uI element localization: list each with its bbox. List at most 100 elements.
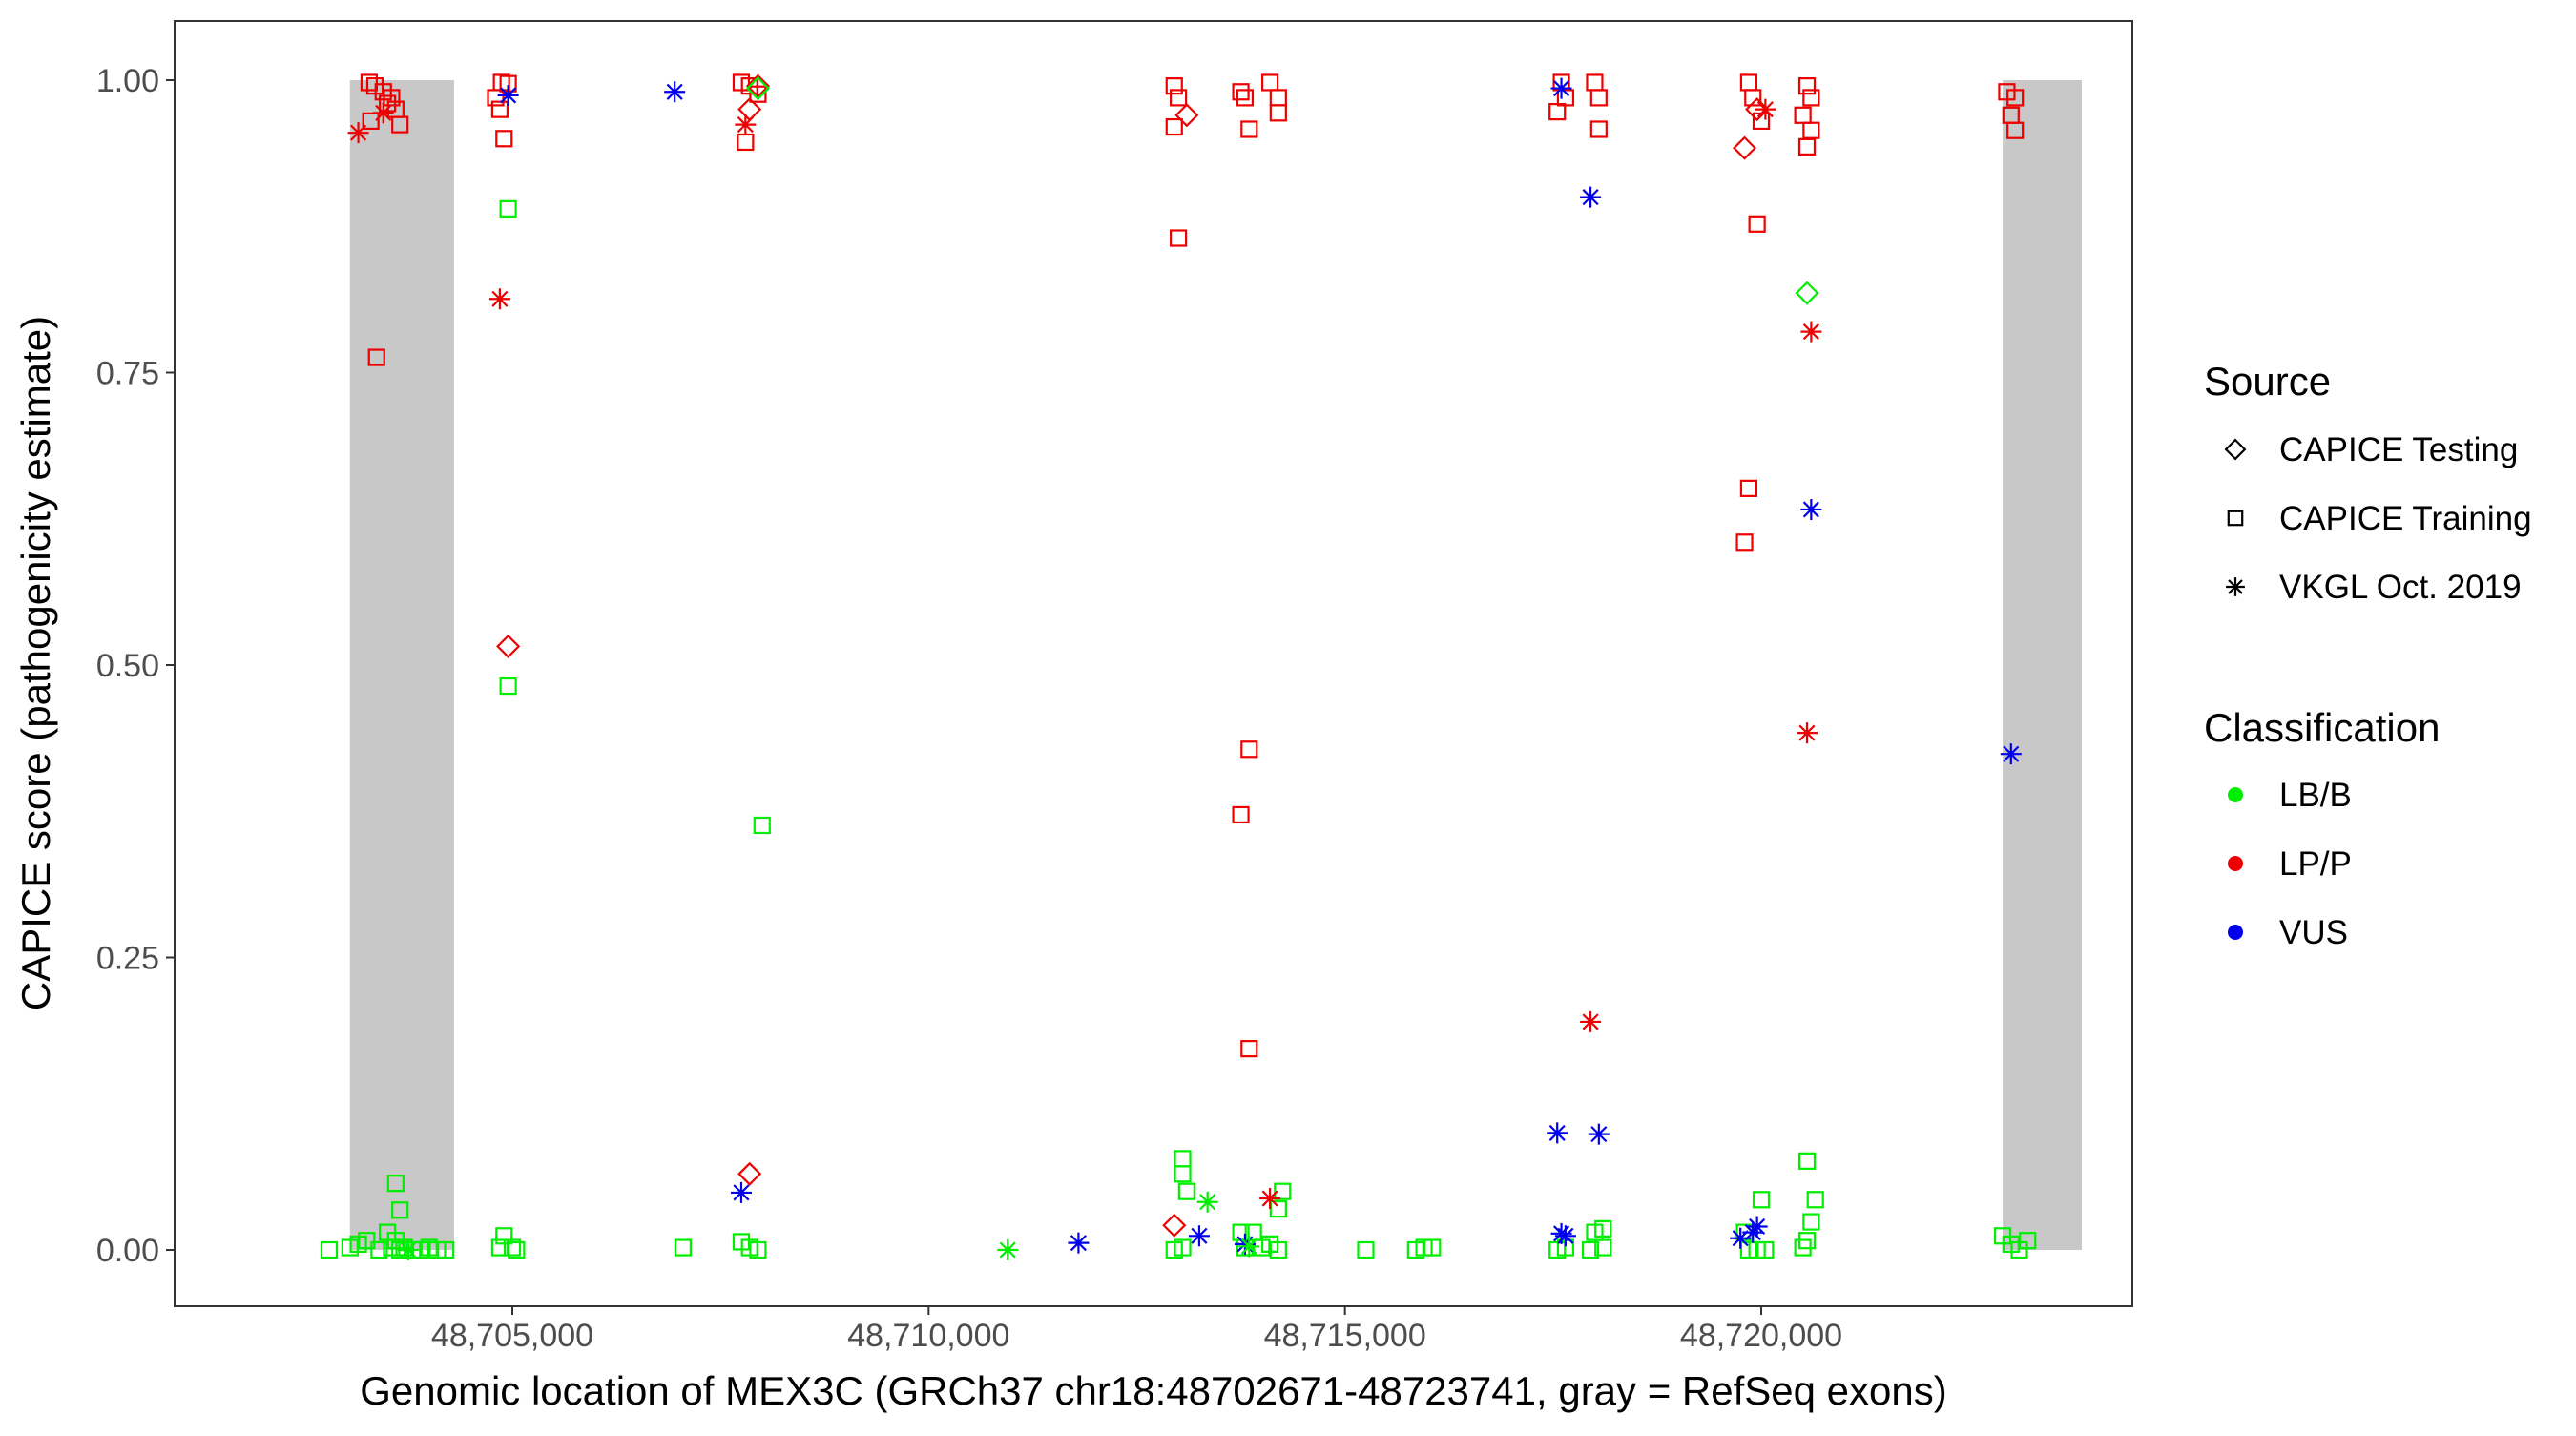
point-capice-training-lb-b: [358, 1232, 376, 1250]
point-capice-training-lp-p: [1748, 215, 1766, 233]
point-vkgl-oct-2019-lp-p: [735, 114, 757, 135]
point-capice-testing-lp-p: [1162, 1213, 1187, 1238]
point-capice-training-lp-p: [1744, 89, 1762, 107]
point-capice-training-lb-b: [320, 1240, 339, 1259]
point-capice-training-lb-b: [2019, 1232, 2037, 1250]
point-capice-training-lp-p: [1548, 103, 1567, 121]
point-capice-training-lb-b: [1752, 1191, 1771, 1209]
point-capice-training-lp-p: [1589, 120, 1608, 138]
point-capice-training-lb-b: [437, 1240, 455, 1259]
point-capice-training-lp-p: [379, 94, 397, 113]
point-capice-training-lp-p: [383, 89, 401, 107]
exon-band-1: [349, 80, 454, 1250]
legend-key-dot: [2228, 787, 2243, 802]
point-capice-testing-lp-p: [1732, 135, 1757, 160]
point-capice-training-lb-b: [674, 1238, 692, 1257]
x-tick-label: 48,705,000: [431, 1318, 593, 1354]
point-capice-training-lb-b: [1594, 1238, 1612, 1257]
point-vkgl-oct-2019-vus: [2000, 743, 2022, 765]
point-vkgl-oct-2019-lp-p: [1797, 722, 1818, 744]
legend-source-title: Source: [2204, 359, 2331, 404]
y-tick-label: 0.00: [96, 1233, 159, 1269]
point-capice-training-lb-b: [1174, 1238, 1192, 1257]
point-capice-training-lp-p: [1170, 229, 1188, 247]
legend-key-square: [2227, 510, 2244, 527]
point-capice-training-lp-p: [1797, 137, 1817, 156]
exon-layer: [349, 80, 2082, 1250]
point-capice-training-lp-p: [1589, 89, 1608, 107]
legend-classification-label: LB/B: [2279, 777, 2352, 814]
point-capice-training-lb-b: [1582, 1240, 1600, 1259]
legend-key-dot: [2228, 925, 2243, 940]
point-vkgl-oct-2019-vus: [497, 84, 519, 106]
point-capice-training-lb-b: [1806, 1191, 1824, 1209]
legend-source-label: VKGL Oct. 2019: [2279, 569, 2522, 606]
point-vkgl-oct-2019-lp-p: [1580, 1010, 1602, 1032]
legend-key-asterisk: [2226, 577, 2245, 596]
legend-source-label: CAPICE Training: [2279, 500, 2532, 537]
point-capice-training-lb-b: [749, 1240, 767, 1259]
point-vkgl-oct-2019-vus: [664, 81, 686, 103]
point-capice-training-lb-b: [1357, 1240, 1375, 1259]
point-capice-testing-lp-p: [745, 73, 770, 98]
legend-source-label: CAPICE Testing: [2279, 431, 2518, 468]
legend-source-items: CAPICE Testing CAPICE Training VKGL Oct. 2…: [2224, 431, 2532, 606]
point-capice-training-lb-b: [490, 1238, 509, 1257]
y-axis: 0.00 0.25 0.50 0.75 1.00: [96, 63, 175, 1269]
point-vkgl-oct-2019-vus: [1554, 1225, 1576, 1247]
x-axis: 48,705,000 48,710,000 48,715,000 48,720,000: [431, 1306, 1842, 1354]
point-capice-training-lb-b: [1594, 1219, 1612, 1238]
x-tick-label: 48,720,000: [1680, 1318, 1842, 1354]
point-capice-training-lp-p: [1170, 89, 1188, 107]
point-capice-training-lb-b: [1797, 1232, 1817, 1250]
point-vkgl-oct-2019-lb-b: [997, 1239, 1019, 1260]
point-capice-testing-lp-p: [1174, 103, 1199, 128]
point-capice-training-lp-p: [367, 348, 385, 366]
point-capice-training-lb-b: [503, 1238, 522, 1257]
point-capice-training-lb-b: [1269, 1199, 1287, 1218]
point-capice-training-lp-p: [360, 73, 379, 92]
point-capice-training-lp-p: [1802, 121, 1820, 139]
point-vkgl-oct-2019-lb-b: [1196, 1191, 1218, 1213]
point-capice-training-lp-p: [1240, 120, 1258, 138]
point-capice-training-lb-b: [370, 1240, 388, 1259]
legend-classification-label: LP/P: [2279, 845, 2352, 883]
point-capice-training-lp-p: [1232, 805, 1250, 824]
legend-classification-items: LB/B LP/P VUS: [2228, 777, 2352, 951]
point-vkgl-oct-2019-lb-b: [397, 1239, 419, 1260]
point-capice-training-lp-p: [1232, 83, 1250, 101]
point-capice-testing-lb-b: [1795, 281, 1819, 305]
point-vkgl-oct-2019-vus: [1742, 1221, 1764, 1243]
point-capice-training-lb-b: [1177, 1182, 1195, 1200]
legend-key-dot: [2228, 856, 2243, 871]
y-axis-title: CAPICE score (pathogenicity estimate): [13, 316, 58, 1010]
point-vkgl-oct-2019-lp-p: [1259, 1188, 1281, 1210]
x-tick-label: 48,710,000: [847, 1318, 1009, 1354]
point-capice-training-lb-b: [1756, 1240, 1775, 1259]
legend-key-diamond: [2224, 438, 2247, 461]
legend-classification-label: VUS: [2279, 914, 2348, 951]
point-vkgl-oct-2019-lp-p: [1800, 321, 1822, 343]
y-tick-label: 0.75: [96, 356, 159, 392]
point-vkgl-oct-2019-vus: [1188, 1225, 1210, 1247]
point-capice-training-lp-p: [1165, 117, 1183, 136]
point-vkgl-oct-2019-lb-b: [1238, 1236, 1260, 1258]
point-capice-training-lp-p: [1236, 89, 1255, 107]
x-tick-label: 48,715,000: [1264, 1318, 1426, 1354]
point-capice-training-lb-b: [508, 1240, 526, 1259]
point-capice-training-lp-p: [1165, 77, 1183, 95]
point-vkgl-oct-2019-vus: [1550, 77, 1572, 99]
point-capice-training-lb-b: [753, 816, 771, 835]
point-vkgl-oct-2019-vus: [1068, 1232, 1090, 1254]
point-vkgl-oct-2019-vus: [1550, 1222, 1572, 1244]
point-capice-training-lp-p: [490, 100, 509, 118]
point-vkgl-oct-2019-vus: [1547, 1122, 1568, 1144]
point-capice-training-lb-b: [386, 1175, 405, 1193]
point-capice-training-lp-p: [391, 115, 409, 134]
point-capice-training-lp-p: [1240, 1040, 1258, 1058]
point-capice-training-lb-b: [499, 199, 517, 218]
points-layer: [320, 73, 2037, 1260]
point-vkgl-oct-2019-lp-p: [347, 122, 369, 144]
